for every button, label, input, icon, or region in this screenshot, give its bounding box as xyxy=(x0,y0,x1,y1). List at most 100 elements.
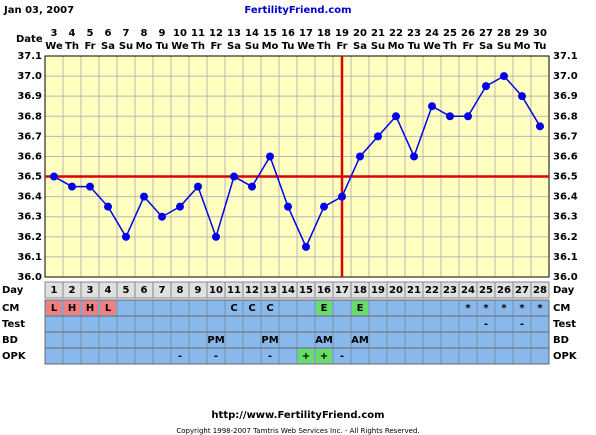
temp-point xyxy=(392,112,400,121)
date-label: 18 xyxy=(317,28,331,39)
weekday-label: Fr xyxy=(336,41,347,52)
cell-value: AM xyxy=(351,335,369,346)
day-number: 18 xyxy=(353,285,367,296)
weekday-label: Mo xyxy=(136,41,153,52)
weekday-label: We xyxy=(171,41,189,52)
cell-value: E xyxy=(357,303,364,314)
temp-point xyxy=(194,182,202,191)
cell-value: C xyxy=(266,303,273,314)
y-tick-label-right: 36.2 xyxy=(553,232,578,243)
temp-point xyxy=(374,132,382,141)
day-number: 15 xyxy=(299,285,313,296)
row-label: CM xyxy=(2,303,19,314)
date-label: 27 xyxy=(479,28,493,39)
weekday-label: Sa xyxy=(227,41,241,52)
temp-line xyxy=(53,75,541,249)
y-tick-label: 37.0 xyxy=(17,71,42,82)
day-number: 3 xyxy=(87,285,94,296)
y-tick-label: 36.2 xyxy=(17,232,42,243)
row-label-right: Test xyxy=(553,319,576,330)
day-number: 9 xyxy=(195,285,202,296)
cell-value: - xyxy=(340,351,344,362)
date-label: 22 xyxy=(389,28,403,39)
day-number: 12 xyxy=(245,285,259,296)
weekday-label: Tu xyxy=(282,41,295,52)
day-number: 22 xyxy=(425,285,439,296)
weekday-label: We xyxy=(45,41,63,52)
cell-value: + xyxy=(320,351,328,362)
y-tick-label: 36.3 xyxy=(17,212,42,223)
temp-point xyxy=(104,202,112,211)
cell-value: * xyxy=(537,303,543,314)
cell-value: - xyxy=(520,319,524,330)
cell-value: C xyxy=(248,303,255,314)
cell-value: * xyxy=(465,303,471,314)
temp-point xyxy=(50,172,58,181)
temp-point xyxy=(518,92,526,101)
temp-point xyxy=(212,232,220,241)
weekday-label: Th xyxy=(317,41,331,52)
weekday-label: Th xyxy=(65,41,79,52)
y-tick-label: 36.1 xyxy=(17,252,42,263)
cell-value: + xyxy=(302,351,310,362)
day-number: 24 xyxy=(461,285,475,296)
y-tick-label-right: 36.9 xyxy=(553,91,578,102)
row-label: Day xyxy=(2,285,24,296)
temp-point xyxy=(536,122,544,131)
day-number: 19 xyxy=(371,285,385,296)
day-number: 13 xyxy=(263,285,277,296)
day-number: 5 xyxy=(123,285,130,296)
cell-value: PM xyxy=(207,335,224,346)
temp-point xyxy=(356,152,364,161)
weekday-label: Mo xyxy=(262,41,279,52)
cell-highlight xyxy=(352,301,368,315)
weekday-label: We xyxy=(423,41,441,52)
cell-highlight xyxy=(298,349,314,363)
cell-value: * xyxy=(483,303,489,314)
row-label: BD xyxy=(2,335,18,346)
cell-value: - xyxy=(214,351,218,362)
temp-point xyxy=(284,202,292,211)
day-number: 28 xyxy=(533,285,547,296)
y-tick-label: 36.7 xyxy=(17,131,42,142)
day-number: 11 xyxy=(227,285,241,296)
day-number: 20 xyxy=(389,285,403,296)
date-label: 28 xyxy=(497,28,511,39)
day-number: 6 xyxy=(141,285,148,296)
weekday-label: Mo xyxy=(514,41,531,52)
day-number: 26 xyxy=(497,285,511,296)
date-label: 3 xyxy=(51,28,58,39)
cell-highlight xyxy=(46,301,62,315)
temp-point xyxy=(122,232,130,241)
date-label: 9 xyxy=(159,28,166,39)
weekday-label: Mo xyxy=(388,41,405,52)
x-label: Date xyxy=(16,34,43,45)
temp-point xyxy=(482,82,490,91)
y-tick-label-right: 36.5 xyxy=(553,172,578,183)
y-tick-label: 36.5 xyxy=(17,172,42,183)
temp-point xyxy=(68,182,76,191)
day-number: 10 xyxy=(209,285,223,296)
date-label: 19 xyxy=(335,28,349,39)
date-label: 29 xyxy=(515,28,529,39)
date-label: 11 xyxy=(191,28,205,39)
site-title: FertilityFriend.com xyxy=(244,5,351,16)
date-label: 10 xyxy=(173,28,187,39)
weekday-label: Sa xyxy=(353,41,367,52)
date-label: 20 xyxy=(353,28,367,39)
date-label: 13 xyxy=(227,28,241,39)
row-label-right: OPK xyxy=(553,351,578,362)
date-label: 17 xyxy=(299,28,313,39)
date-label: 15 xyxy=(263,28,277,39)
y-tick-label-right: 36.3 xyxy=(553,212,578,223)
date-label: 24 xyxy=(425,28,439,39)
temp-point xyxy=(500,72,508,81)
temp-point xyxy=(86,182,94,191)
date-label: 26 xyxy=(461,28,475,39)
y-tick-label: 36.6 xyxy=(17,151,42,162)
weekday-label: Su xyxy=(119,41,133,52)
cell-value: * xyxy=(501,303,507,314)
y-tick-label: 36.8 xyxy=(17,111,42,122)
weekday-label: Sa xyxy=(479,41,493,52)
